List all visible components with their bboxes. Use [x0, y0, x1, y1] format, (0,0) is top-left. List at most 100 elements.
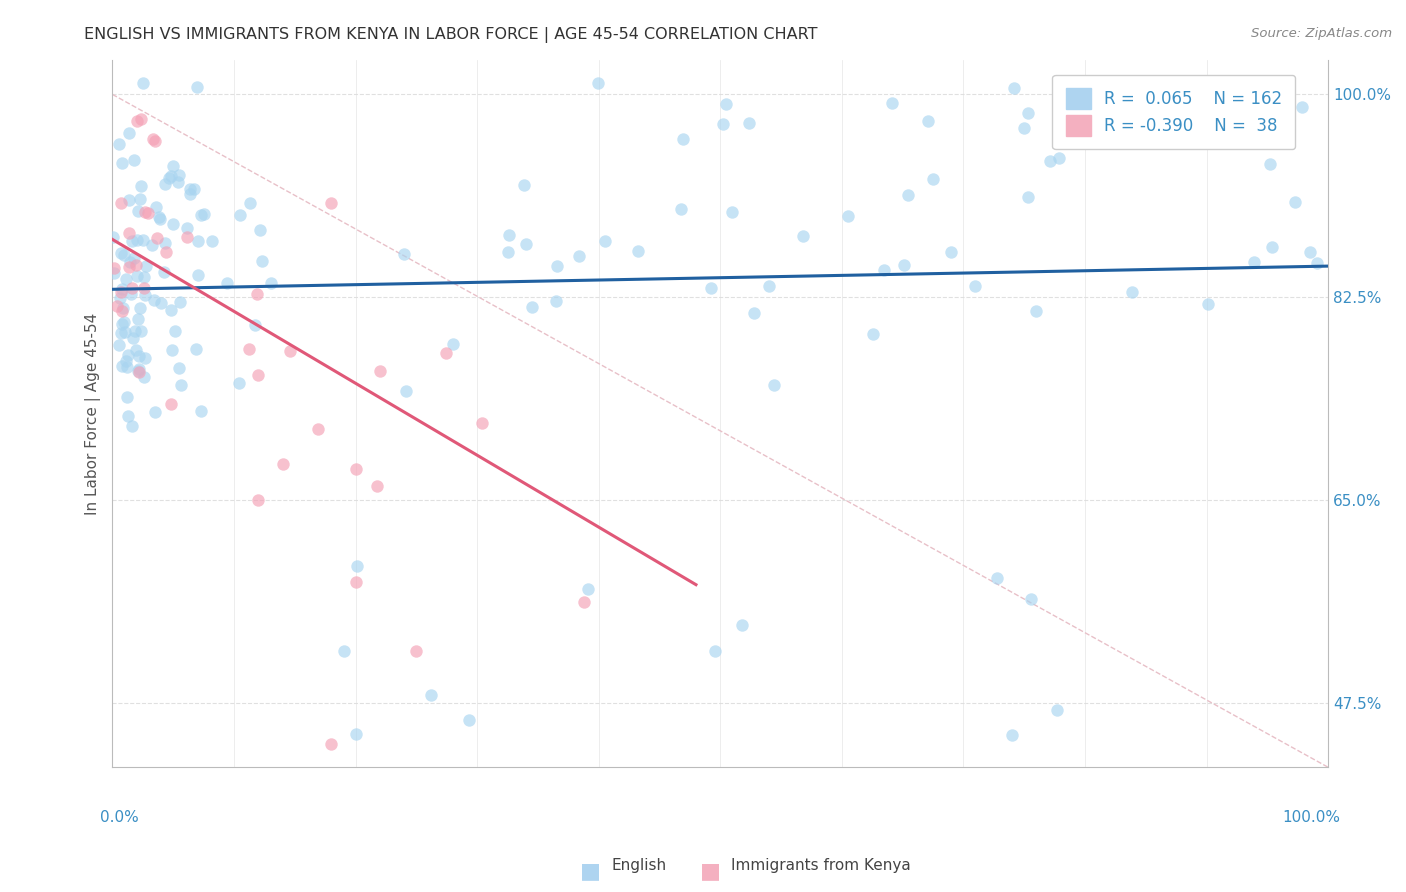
- Point: [271, 458, 294, 472]
- Point: [128, 349, 150, 363]
- Point: [129, 325, 152, 339]
- Text: 100.0%: 100.0%: [1282, 810, 1340, 825]
- Point: [1215, 81, 1237, 95]
- Point: [576, 582, 599, 596]
- Point: [115, 271, 138, 285]
- Point: [111, 317, 134, 331]
- Point: [136, 206, 159, 220]
- Point: [939, 244, 962, 259]
- Point: [672, 132, 695, 146]
- Point: [160, 397, 183, 411]
- Point: [122, 331, 145, 345]
- Point: [522, 300, 544, 314]
- Point: [179, 186, 201, 201]
- Point: [160, 343, 183, 357]
- Point: [107, 136, 129, 151]
- Point: [134, 370, 156, 384]
- Point: [112, 248, 135, 262]
- Point: [392, 246, 415, 260]
- Point: [893, 258, 915, 272]
- Point: [114, 325, 136, 339]
- Point: [568, 249, 591, 263]
- Point: [720, 204, 742, 219]
- Point: [127, 203, 149, 218]
- Point: [243, 318, 266, 332]
- Point: [344, 461, 367, 475]
- Point: [124, 324, 146, 338]
- Point: [110, 291, 132, 305]
- Point: [127, 364, 149, 378]
- Point: [228, 376, 250, 390]
- Point: [1025, 303, 1047, 318]
- Point: [135, 260, 157, 274]
- Point: [118, 255, 141, 269]
- Point: [115, 390, 138, 404]
- Point: [434, 345, 457, 359]
- Point: [110, 285, 132, 300]
- Point: [159, 302, 181, 317]
- Point: [153, 265, 176, 279]
- Point: [669, 202, 692, 216]
- Text: ■: ■: [700, 861, 720, 880]
- Point: [1039, 153, 1062, 168]
- Point: [176, 220, 198, 235]
- Point: [321, 737, 343, 751]
- Point: [515, 237, 537, 252]
- Point: [117, 348, 139, 362]
- Point: [142, 132, 165, 146]
- Point: [880, 96, 903, 111]
- Point: [112, 315, 135, 329]
- Point: [124, 343, 146, 357]
- Point: [738, 116, 761, 130]
- Point: [513, 178, 536, 192]
- Point: [187, 234, 209, 248]
- Point: [169, 295, 191, 310]
- Point: [1291, 100, 1313, 114]
- Point: [246, 287, 269, 301]
- Point: [111, 359, 134, 373]
- Point: [110, 246, 132, 260]
- Point: [441, 336, 464, 351]
- Point: [162, 159, 184, 173]
- Point: [134, 288, 156, 302]
- Point: [176, 230, 198, 244]
- Point: [125, 114, 148, 128]
- Point: [186, 79, 208, 94]
- Point: [1012, 120, 1035, 135]
- Point: [145, 200, 167, 214]
- Point: [103, 230, 125, 244]
- Point: [111, 304, 134, 318]
- Point: [160, 169, 183, 183]
- Point: [405, 644, 427, 658]
- Point: [114, 354, 136, 368]
- Point: [700, 281, 723, 295]
- Point: [165, 324, 187, 338]
- Point: [190, 208, 212, 222]
- Point: [134, 281, 156, 295]
- Point: [1047, 152, 1070, 166]
- Point: [496, 245, 519, 260]
- Point: [145, 134, 167, 148]
- Point: [714, 96, 737, 111]
- Point: [128, 365, 150, 379]
- Point: [250, 253, 273, 268]
- Point: [118, 126, 141, 140]
- Point: [368, 364, 391, 378]
- Point: [128, 301, 150, 315]
- Point: [118, 226, 141, 240]
- Point: [122, 153, 145, 167]
- Point: [141, 237, 163, 252]
- Point: [190, 404, 212, 418]
- Point: [572, 595, 595, 609]
- Point: [127, 311, 149, 326]
- Point: [128, 362, 150, 376]
- Point: [155, 244, 177, 259]
- Point: [122, 251, 145, 265]
- Point: [873, 263, 896, 277]
- Point: [1306, 256, 1329, 270]
- Point: [419, 688, 441, 702]
- Point: [108, 338, 131, 352]
- Point: [166, 175, 188, 189]
- Point: [1236, 122, 1258, 136]
- Point: [1243, 255, 1265, 269]
